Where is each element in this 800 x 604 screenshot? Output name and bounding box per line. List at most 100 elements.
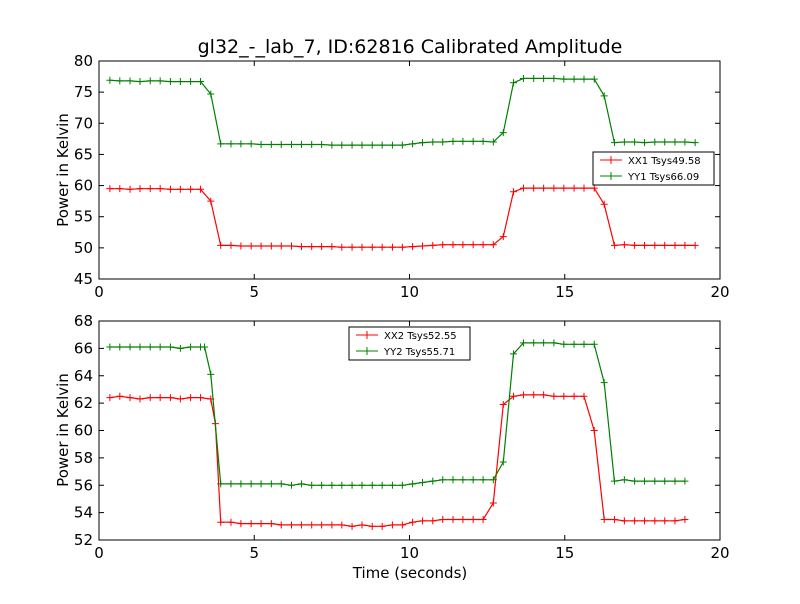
bottom-data-point-yy2 [560, 340, 568, 348]
bottom-data-point-xx2 [651, 517, 659, 525]
top-data-point-xx1 [368, 243, 376, 251]
top-data-point-yy1 [449, 137, 457, 145]
bottom-data-point-xx2 [288, 521, 296, 529]
top-data-point-yy1 [338, 141, 346, 149]
top-data-point-yy1 [681, 138, 689, 146]
bottom-y-tick-label: 56 [74, 476, 93, 494]
top-data-point-xx1 [106, 185, 114, 193]
top-data-point-xx1 [671, 241, 679, 249]
bottom-data-point-yy2 [247, 480, 255, 488]
top-data-point-xx1 [419, 242, 427, 250]
top-data-point-yy1 [651, 138, 659, 146]
top-y-tick-label: 75 [74, 83, 93, 101]
top-legend-box [592, 151, 715, 186]
bottom-data-point-xx2 [661, 517, 669, 525]
top-data-point-xx1 [510, 188, 518, 196]
top-data-point-yy1 [519, 74, 527, 82]
bottom-data-point-xx2 [277, 521, 285, 529]
bottom-x-tick-label: 15 [555, 544, 574, 562]
top-legend-label-xx1: XX1 Tsys49.58 [628, 156, 701, 167]
bottom-data-point-xx2 [197, 394, 205, 402]
bottom-data-point-xx2 [530, 391, 538, 399]
bottom-data-point-yy2 [106, 343, 114, 351]
bottom-data-point-xx2 [146, 394, 154, 402]
bottom-legend: XX2 Tsys52.55 YY2 Tsys55.71 [348, 326, 471, 361]
bottom-y-ticks: 52 54 56 58 60 62 64 66 68 [74, 312, 720, 549]
top-data-point-yy1 [530, 74, 538, 82]
bottom-data-point-xx2 [388, 521, 396, 529]
bottom-x-tick-label: 20 [710, 544, 729, 562]
bottom-data-point-yy2 [409, 480, 417, 488]
bottom-data-point-xx2 [176, 395, 184, 403]
bottom-data-point-xx2 [409, 518, 417, 526]
bottom-data-point-xx2 [479, 515, 487, 523]
bottom-x-tick-label: 5 [249, 544, 259, 562]
top-data-point-xx1 [116, 185, 124, 193]
top-data-point-yy1 [479, 137, 487, 145]
top-data-point-xx1 [641, 241, 649, 249]
top-data-point-yy1 [328, 141, 336, 149]
top-data-point-yy1 [439, 138, 447, 146]
top-data-point-xx1 [620, 241, 628, 249]
bottom-data-point-xx2 [580, 392, 588, 400]
bottom-plot-panel: Power in Kelvin Time (seconds) 0 5 10 15 20 … [54, 312, 730, 582]
bottom-data-point-yy2 [459, 476, 467, 484]
top-data-point-xx1 [661, 241, 669, 249]
bottom-data-point-xx2 [600, 515, 608, 523]
top-data-point-xx1 [560, 184, 568, 192]
top-data-point-yy1 [257, 140, 265, 148]
top-data-point-xx1 [691, 241, 699, 249]
bottom-data-point-yy2 [146, 343, 154, 351]
top-data-point-yy1 [277, 140, 285, 148]
top-data-point-xx1 [288, 242, 296, 250]
top-x-tick-label: 0 [94, 283, 104, 301]
bottom-data-point-yy2 [227, 480, 235, 488]
top-x-tick-label: 20 [710, 283, 729, 301]
top-data-point-xx1 [429, 241, 437, 249]
top-data-point-yy1 [146, 77, 154, 85]
bottom-data-point-yy2 [237, 480, 245, 488]
bottom-data-point-yy2 [277, 480, 285, 488]
bottom-y-tick-label: 66 [74, 339, 93, 357]
top-data-point-yy1 [318, 140, 326, 148]
bottom-y-tick-label: 68 [74, 312, 93, 330]
top-data-point-yy1 [620, 138, 628, 146]
bottom-data-point-yy2 [116, 343, 124, 351]
bottom-y-tick-label: 62 [74, 394, 93, 412]
bottom-data-point-yy2 [288, 481, 296, 489]
top-data-point-xx1 [308, 243, 316, 251]
bottom-data-point-yy2 [201, 343, 209, 351]
top-x-tick-label: 10 [400, 283, 419, 301]
bottom-data-point-yy2 [217, 480, 225, 488]
top-y-tick-label: 60 [74, 177, 93, 195]
bottom-data-point-yy2 [540, 339, 548, 347]
bottom-data-point-xx2 [106, 394, 114, 402]
top-data-point-xx1 [328, 243, 336, 251]
top-data-point-xx1 [297, 243, 305, 251]
top-data-point-yy1 [267, 140, 275, 148]
bottom-data-point-yy2 [469, 476, 477, 484]
bottom-x-tick-label: 0 [94, 544, 104, 562]
bottom-data-point-yy2 [368, 481, 376, 489]
top-data-point-xx1 [388, 243, 396, 251]
bottom-y-tick-label: 64 [74, 367, 93, 385]
bottom-data-point-xx2 [641, 517, 649, 525]
top-data-point-yy1 [540, 74, 548, 82]
top-data-point-xx1 [227, 241, 235, 249]
top-y-tick-label: 45 [74, 270, 93, 288]
bottom-data-point-yy2 [651, 477, 659, 485]
bottom-data-point-xx2 [540, 391, 548, 399]
top-data-point-xx1 [439, 241, 447, 249]
top-data-point-xx1 [318, 243, 326, 251]
bottom-data-point-yy2 [348, 481, 356, 489]
top-data-point-yy1 [288, 140, 296, 148]
bottom-data-point-yy2 [439, 476, 447, 484]
top-data-point-xx1 [277, 242, 285, 250]
top-data-point-xx1 [499, 233, 507, 241]
top-data-point-xx1 [207, 197, 215, 205]
top-data-point-xx1 [126, 185, 134, 193]
top-x-tick-label: 5 [249, 283, 259, 301]
top-data-point-yy1 [308, 140, 316, 148]
bottom-data-point-yy2 [328, 481, 336, 489]
